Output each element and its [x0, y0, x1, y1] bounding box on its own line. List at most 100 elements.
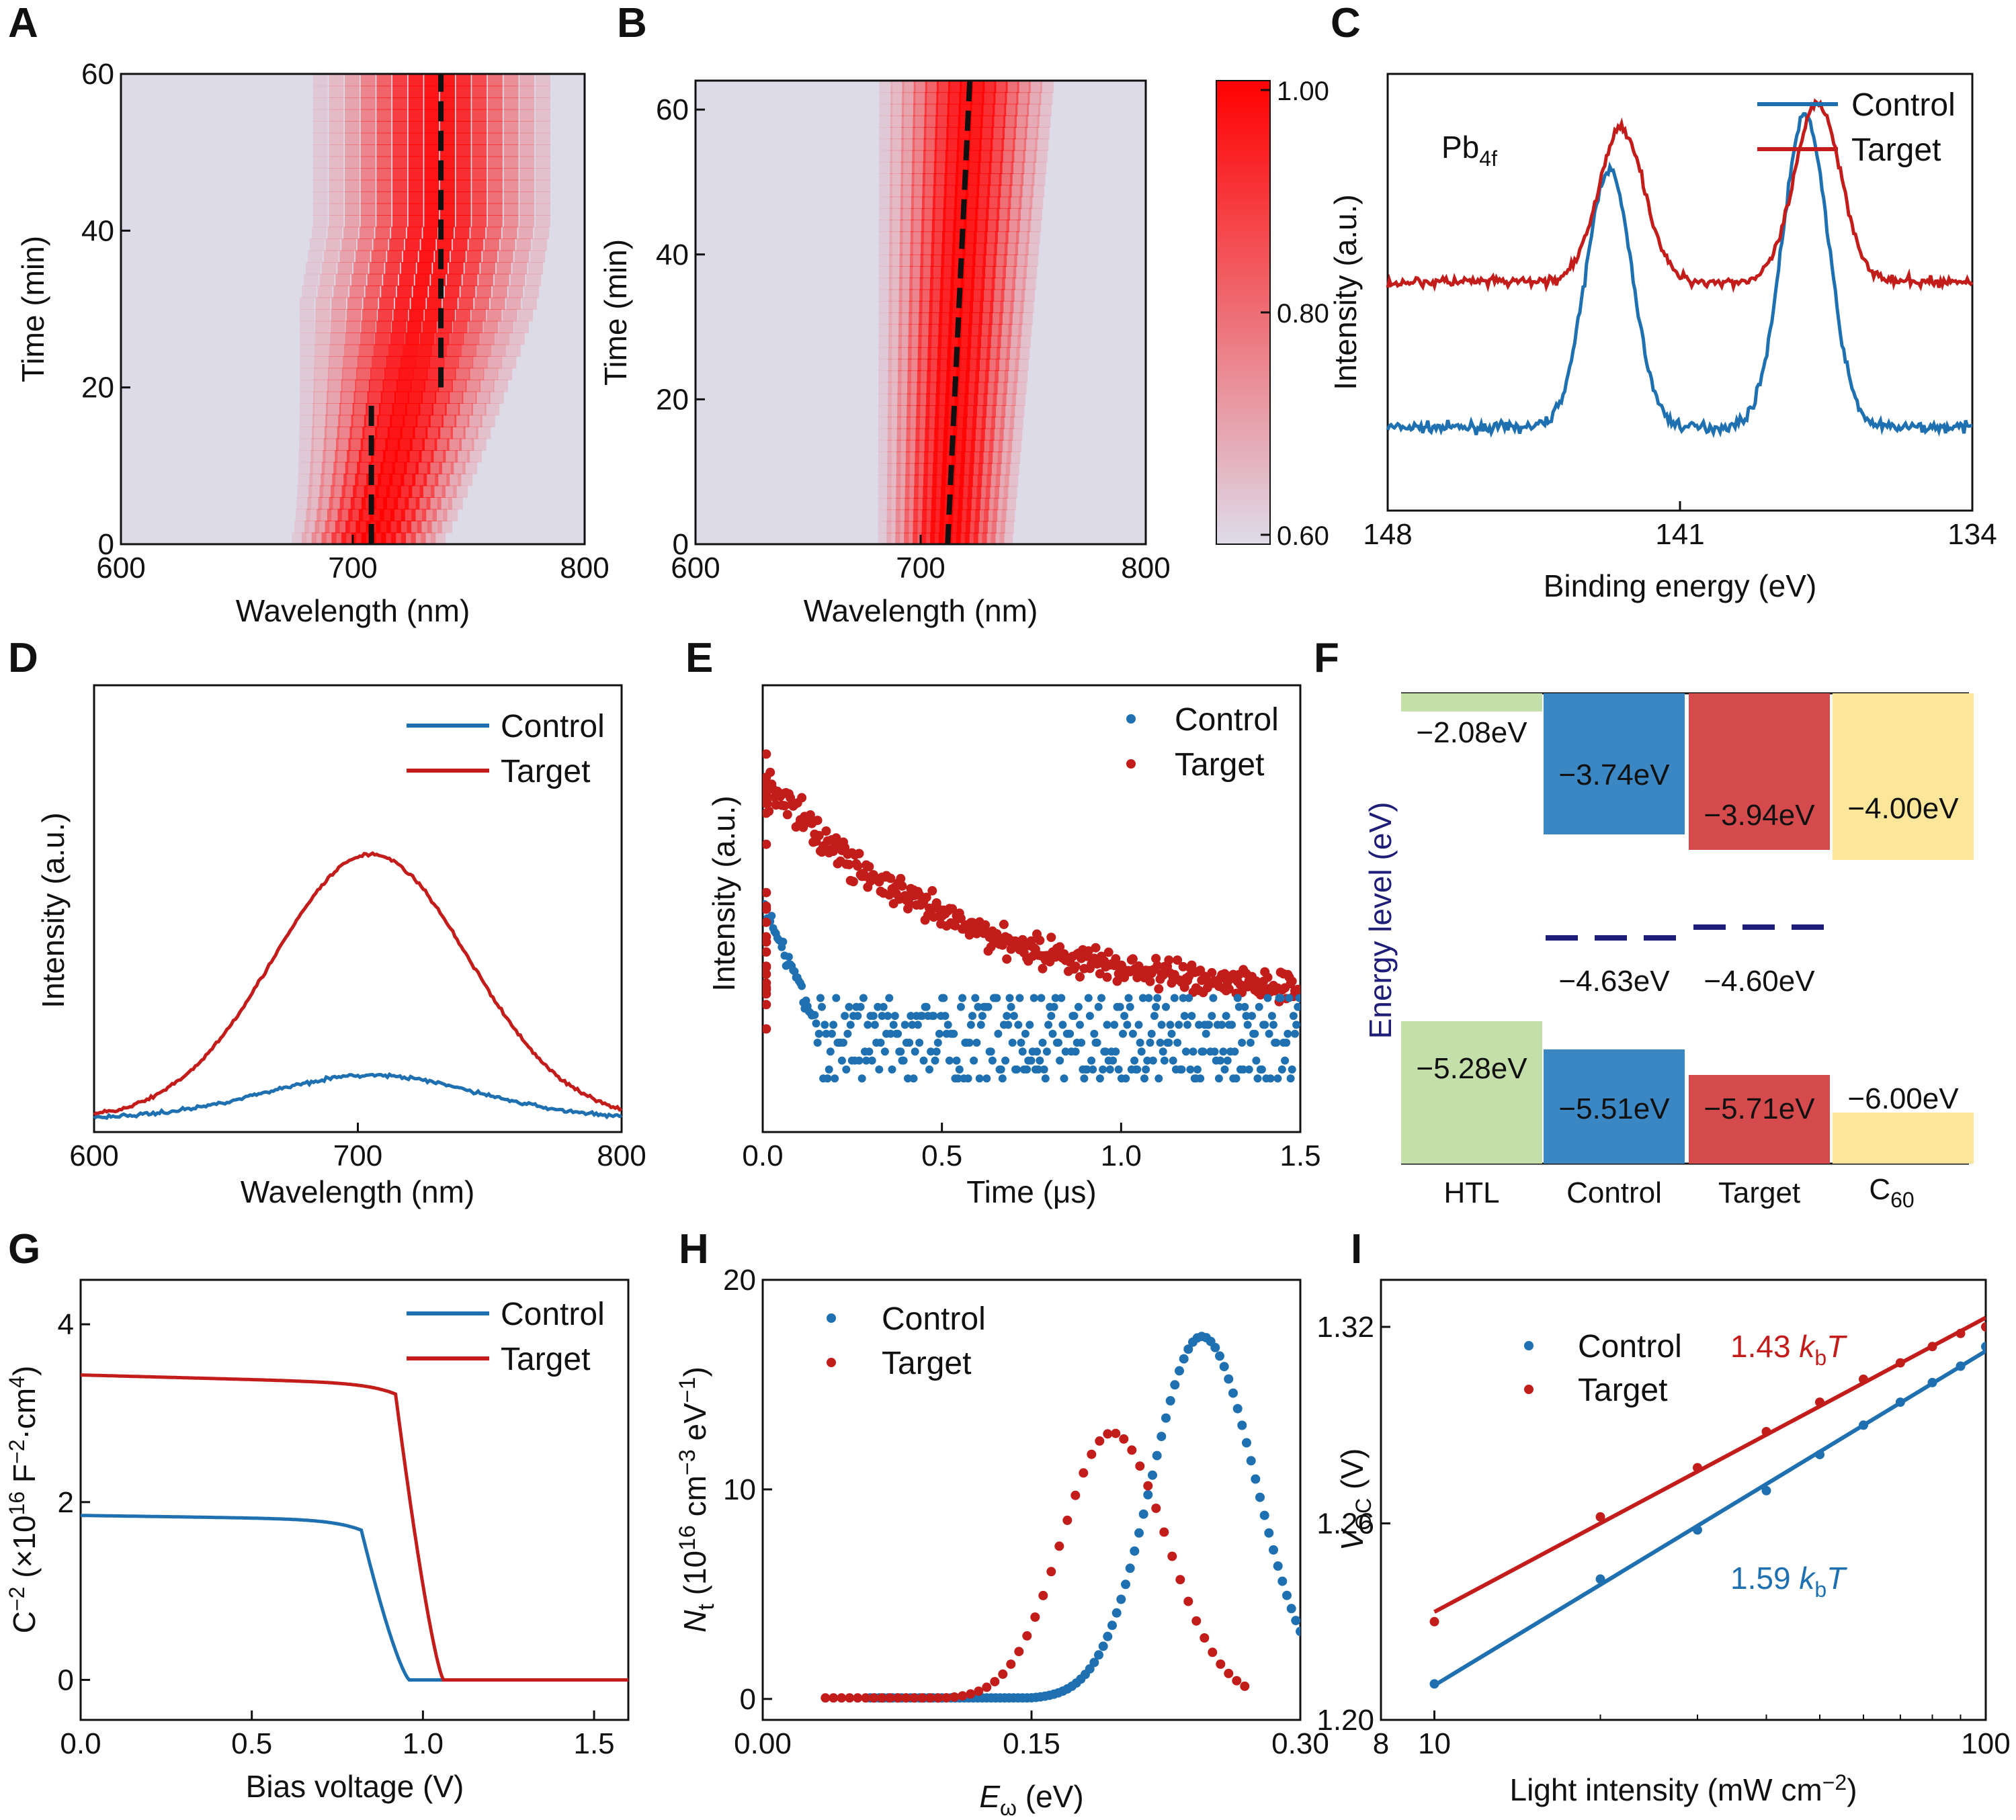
heatmap-cell [383, 273, 398, 286]
heatmap-cell [913, 115, 927, 128]
heatmap-cell [376, 203, 392, 216]
heatmap-cell [369, 262, 384, 275]
heatmap-cell [439, 109, 455, 122]
control-decay-point [1202, 1029, 1210, 1038]
control-decay-point [1140, 1074, 1148, 1083]
control-decay-point [932, 1047, 941, 1056]
heatmap-cell [896, 417, 911, 429]
heatmap-cell [439, 132, 455, 145]
d-xtick-label: 700 [333, 1139, 382, 1172]
heatmap-cell [435, 474, 450, 486]
heatmap-cell [410, 438, 425, 451]
control-decay-point [1219, 1047, 1228, 1056]
heatmap-cell [373, 344, 388, 357]
heatmap-cell [437, 239, 452, 251]
heatmap-cell [979, 451, 993, 464]
heatmap-cell [367, 273, 382, 286]
heatmap-cell [1005, 243, 1018, 255]
control-decay-point [810, 1010, 819, 1019]
heatmap-cell [966, 161, 980, 174]
heatmap-cell [492, 286, 507, 298]
heatmap-cell [408, 168, 423, 181]
heatmap-cell [966, 173, 980, 186]
heatmap-cell [453, 485, 468, 498]
control-decay-point [1009, 1012, 1018, 1021]
heatmap-cell [342, 367, 358, 380]
control-decay-point [874, 1002, 882, 1011]
e-xtick-label: 1.0 [1101, 1139, 1142, 1172]
control-decay-point [1177, 1065, 1186, 1074]
control-decay-point [1285, 994, 1294, 1002]
heatmap-cell [1021, 161, 1036, 174]
target-voc-point [1895, 1358, 1905, 1368]
heatmap-cell [329, 144, 344, 157]
heatmap-cell [360, 191, 376, 204]
target-pl-line [93, 851, 623, 1117]
target-decay-point [797, 793, 807, 803]
control-decay-point [1239, 1065, 1248, 1074]
heatmap-cell [983, 393, 997, 406]
control-trap-point [1152, 1450, 1162, 1461]
heatmap-cell [980, 289, 995, 302]
control-decay-point [812, 1019, 821, 1028]
control-decay-point [1209, 994, 1218, 1002]
control-decay-point [1186, 1065, 1195, 1074]
heatmap-cell [888, 324, 902, 337]
htl-homo-block [1401, 1021, 1542, 1164]
control-decay-point [1228, 1021, 1236, 1029]
heatmap-cell [534, 226, 549, 239]
target-trap-point [901, 1693, 911, 1703]
control-decay-point [767, 912, 776, 920]
heatmap-cell [992, 405, 1006, 418]
heatmap-cell [1007, 208, 1021, 220]
heatmap-cell [456, 215, 471, 228]
heatmap-cell [355, 250, 370, 263]
heatmap-cell [889, 243, 903, 255]
target-trap-point [917, 1693, 927, 1703]
heatmap-cell [308, 485, 323, 498]
target-trap-point [1224, 1668, 1234, 1678]
control-decay-point [1214, 1074, 1223, 1083]
heatmap-cell [415, 497, 431, 510]
control-voc-point [1761, 1485, 1771, 1496]
control-ms-line [81, 1514, 628, 1682]
heatmap-cell [426, 497, 442, 510]
heatmap-cell [995, 370, 1009, 383]
control-decay-point [1159, 1047, 1167, 1056]
heatmap-cell [1015, 359, 1029, 372]
heatmap-cell [999, 532, 1013, 544]
heatmap-cell [485, 403, 500, 416]
heatmap-cell [999, 428, 1013, 441]
heatmap-cell [900, 208, 914, 220]
control-decay-point [1291, 1029, 1299, 1038]
heatmap-cell [970, 289, 984, 302]
heatmap-cell [405, 497, 420, 510]
heatmap-cell [300, 356, 315, 369]
heatmap-cell [921, 220, 935, 232]
heatmap-cell [472, 156, 487, 169]
heatmap-cell [424, 109, 439, 122]
heatmap-cell [472, 85, 487, 98]
h-xtick-label: 0.30 [1271, 1727, 1329, 1760]
control-decay-point [886, 1029, 895, 1038]
control-lumo-value: −3.74eV [1558, 759, 1670, 791]
heatmap-cell [981, 103, 995, 116]
heatmap-cell [405, 239, 420, 251]
heatmap-cell [992, 115, 1006, 128]
heatmap-cell [345, 74, 360, 87]
heatmap-cell [427, 367, 442, 380]
heatmap-cell [913, 103, 927, 116]
heatmap-cell [878, 509, 892, 522]
heatmap-cell [375, 226, 390, 239]
heatmap-cell [889, 196, 903, 209]
target-decay-point [1055, 942, 1065, 952]
heatmap-cell [446, 474, 462, 486]
heatmap-cell [895, 532, 909, 544]
heatmap-cell [922, 173, 936, 186]
heatmap-cell [878, 486, 892, 499]
control-decay-point [913, 1021, 922, 1029]
heatmap-cell [442, 297, 458, 310]
